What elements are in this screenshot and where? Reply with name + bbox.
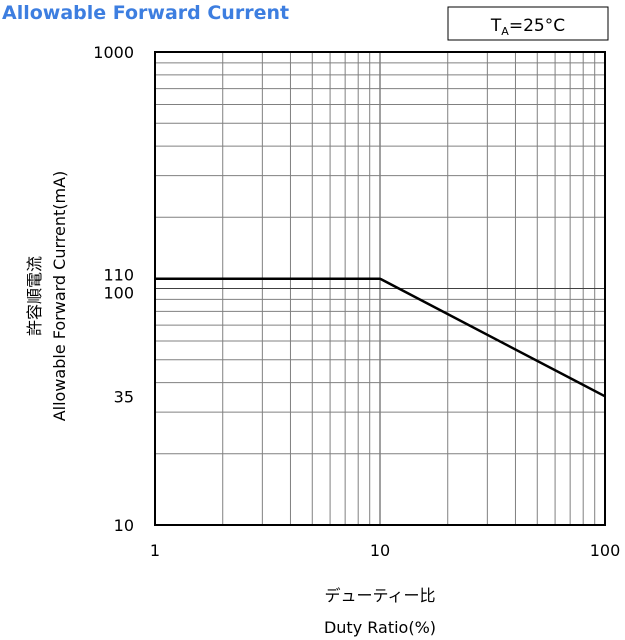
condition-label: TA=25°C [490,16,565,38]
series-line [155,277,606,398]
y-tick-label: 35 [114,387,134,406]
grid [155,52,605,525]
series [155,277,606,398]
y-tick-label: 110 [103,266,134,285]
x-tick-label: 1 [150,541,160,560]
condition-frame [447,6,609,41]
condition-subscript: A [501,25,509,38]
y-tick-label: 10 [114,516,134,535]
y-axis-label: Allowable Forward Current(mA) [50,171,69,422]
condition-box: TA=25°C [447,6,609,41]
x-axis-label: Duty Ratio(%) [324,618,436,637]
x-tick-label: 100 [590,541,621,560]
y-tick-label: 100 [103,284,134,303]
y-axis-label-jp: 許容順電流 [25,256,44,336]
condition-value: =25°C [509,16,565,36]
condition-symbol: T [490,16,502,36]
x-axis-label-jp: デューティー比 [324,586,435,605]
chart-title: Allowable Forward Current [2,2,289,24]
y-tick-label: 1000 [93,43,134,62]
x-tick-label: 10 [370,541,390,560]
plot-frame [154,51,606,526]
